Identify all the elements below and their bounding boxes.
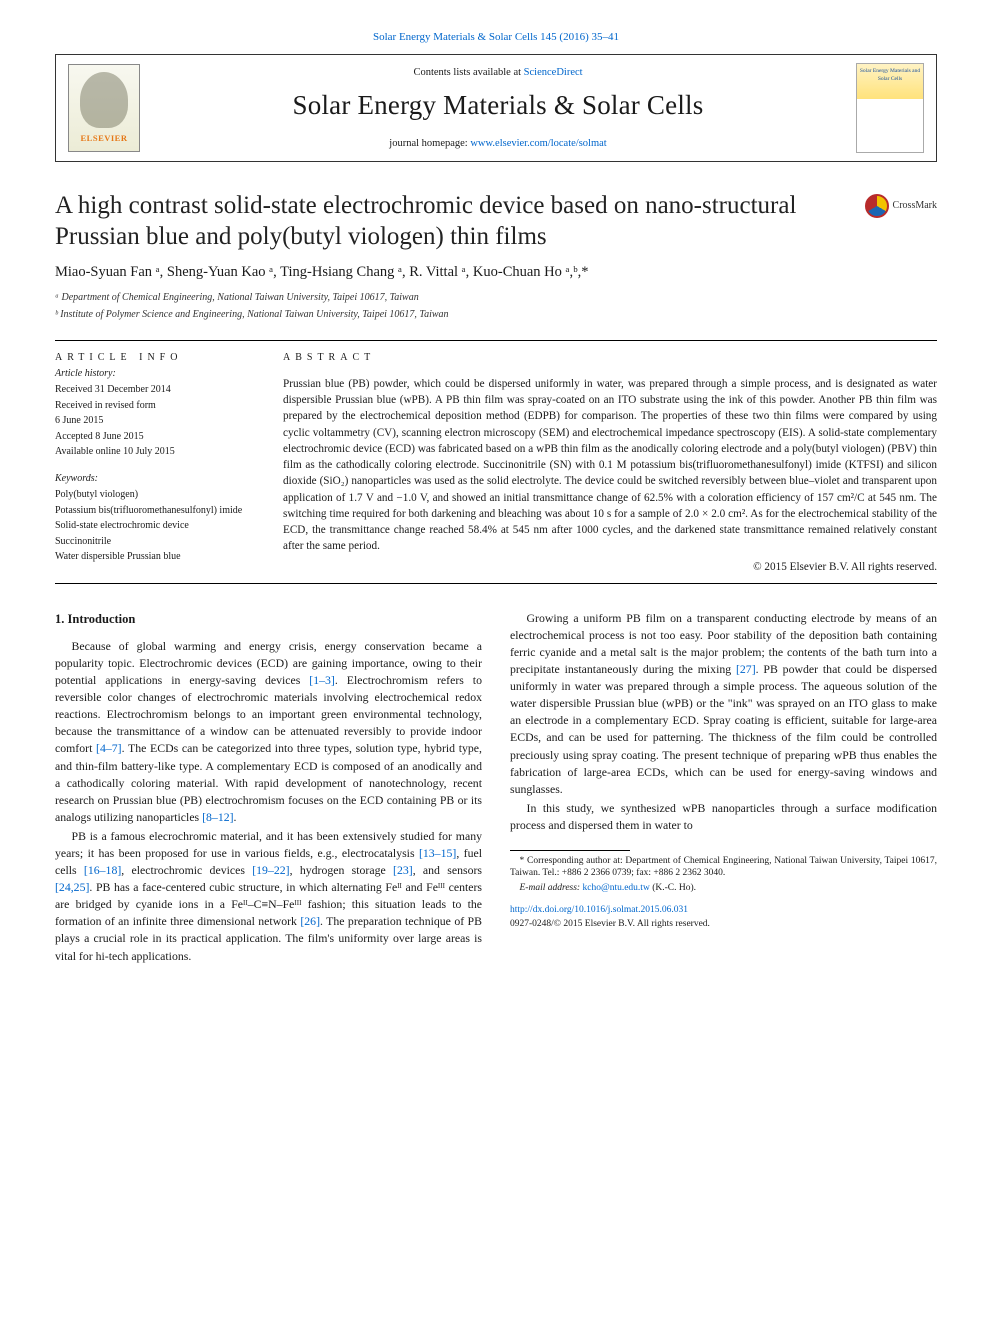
crossmark-badge[interactable]: CrossMark	[865, 194, 937, 218]
rule-bottom	[55, 583, 937, 584]
journal-citation-link[interactable]: Solar Energy Materials & Solar Cells 145…	[373, 31, 619, 43]
body-para: PB is a famous elecrochromic material, a…	[55, 828, 482, 965]
crossmark-label: CrossMark	[893, 199, 937, 214]
abstract-copyright: © 2015 Elsevier B.V. All rights reserved…	[283, 559, 937, 575]
paper-title: A high contrast solid-state electrochrom…	[55, 190, 849, 253]
rule-top	[55, 340, 937, 341]
footnotes: * Corresponding author at: Department of…	[510, 855, 937, 894]
affiliation-a: ᵃ Department of Chemical Engineering, Na…	[55, 291, 937, 306]
affiliation-b: ᵇ Institute of Polymer Science and Engin…	[55, 308, 937, 323]
history-line: Accepted 8 June 2015	[55, 430, 255, 445]
journal-name: Solar Energy Materials & Solar Cells	[140, 86, 856, 125]
section-heading-intro: 1. Introduction	[55, 610, 482, 628]
body-text: 1. Introduction Because of global warmin…	[55, 610, 937, 965]
citation-link[interactable]: [23]	[393, 863, 413, 877]
homepage-prefix: journal homepage:	[389, 138, 470, 149]
doi-link[interactable]: http://dx.doi.org/10.1016/j.solmat.2015.…	[510, 905, 688, 915]
email-link[interactable]: kcho@ntu.edu.tw	[582, 883, 649, 893]
issn-line: 0927-0248/© 2015 Elsevier B.V. All right…	[510, 919, 710, 929]
keyword: Poly(butyl viologen)	[55, 488, 255, 503]
sciencedirect-link[interactable]: ScienceDirect	[524, 67, 583, 78]
citation-link[interactable]: [24,25]	[55, 880, 89, 894]
journal-homepage-line: journal homepage: www.elsevier.com/locat…	[140, 136, 856, 151]
abstract-text: Prussian blue (PB) powder, which could b…	[283, 376, 937, 555]
homepage-link[interactable]: www.elsevier.com/locate/solmat	[470, 138, 606, 149]
contents-prefix: Contents lists available at	[413, 67, 523, 78]
corresponding-author: * Corresponding author at: Department of…	[510, 855, 937, 880]
abstract: ABSTRACT Prussian blue (PB) powder, whic…	[283, 351, 937, 574]
citation-link[interactable]: [26]	[300, 914, 320, 928]
abstract-heading: ABSTRACT	[283, 351, 937, 366]
body-para: In this study, we synthesized wPB nanopa…	[510, 800, 937, 834]
article-info-heading: ARTICLE INFO	[55, 351, 255, 366]
journal-citation: Solar Energy Materials & Solar Cells 145…	[55, 30, 937, 46]
journal-cover-thumb: Solar Energy Materials and Solar Cells	[856, 63, 924, 153]
keyword: Succinonitrile	[55, 535, 255, 550]
history-heading: Article history:	[55, 367, 255, 382]
history-line: Received in revised form	[55, 399, 255, 414]
article-info: ARTICLE INFO Article history: Received 3…	[55, 351, 255, 574]
citation-link[interactable]: [13–15]	[419, 846, 456, 860]
body-para: Growing a uniform PB film on a transpare…	[510, 610, 937, 798]
history-line: 6 June 2015	[55, 414, 255, 429]
citation-link[interactable]: [27]	[736, 662, 756, 676]
contents-line: Contents lists available at ScienceDirec…	[140, 65, 856, 80]
citation-link[interactable]: [1–3]	[309, 673, 335, 687]
citation-link[interactable]: [8–12]	[202, 810, 233, 824]
body-para: Because of global warming and energy cri…	[55, 638, 482, 826]
crossmark-icon	[865, 194, 889, 218]
elsevier-logo: ELSEVIER	[68, 64, 140, 152]
keyword: Potassium bis(trifluoromethanesulfonyl) …	[55, 504, 255, 519]
citation-link[interactable]: [16–18]	[84, 863, 121, 877]
masthead-center: Contents lists available at ScienceDirec…	[140, 65, 856, 151]
keyword: Water dispersible Prussian blue	[55, 550, 255, 565]
elsevier-wordmark: ELSEVIER	[81, 132, 128, 144]
keywords-heading: Keywords:	[55, 472, 255, 487]
author-list: Miao-Syuan Fan ᵃ, Sheng-Yuan Kao ᵃ, Ting…	[55, 262, 937, 283]
doi-block: http://dx.doi.org/10.1016/j.solmat.2015.…	[510, 904, 937, 932]
citation-link[interactable]: [4–7]	[96, 741, 122, 755]
email-line: E-mail address: kcho@ntu.edu.tw (K.-C. H…	[510, 882, 937, 894]
masthead: ELSEVIER Contents lists available at Sci…	[55, 54, 937, 162]
keyword: Solid-state electrochromic device	[55, 519, 255, 534]
history-line: Received 31 December 2014	[55, 383, 255, 398]
citation-link[interactable]: [19–22]	[252, 863, 289, 877]
authors-text: Miao-Syuan Fan ᵃ, Sheng-Yuan Kao ᵃ, Ting…	[55, 264, 588, 280]
history-line: Available online 10 July 2015	[55, 445, 255, 460]
elsevier-tree-icon	[80, 72, 128, 128]
footnote-rule	[510, 850, 630, 851]
cover-text: Solar Energy Materials and Solar Cells	[857, 68, 923, 84]
